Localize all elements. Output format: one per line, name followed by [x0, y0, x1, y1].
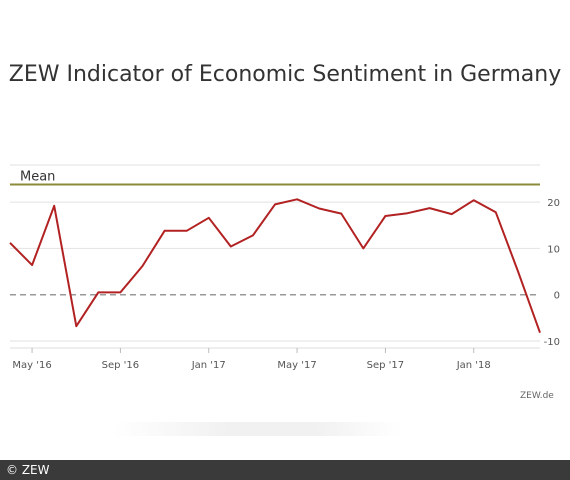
series-line: [9, 198, 541, 334]
x-tick-label: Sep '16: [102, 360, 140, 371]
faded-background-shape: [112, 422, 402, 436]
x-axis-ticks: May '16 Sep '16 Jan '17 May '17 Sep '17 Jan '…: [12, 348, 491, 371]
source-label: ZEW.de: [520, 391, 554, 401]
y-tick-label: 20: [547, 198, 560, 209]
x-tick-label: Jan '18: [456, 360, 491, 371]
grid-lines: [10, 164, 540, 349]
chart-title: ZEW Indicator of Economic Sentiment in G…: [8, 62, 562, 87]
y-axis-ticks: 20 10 0 -10: [544, 198, 560, 348]
x-tick-label: Jan '17: [191, 360, 226, 371]
reference-lines: Mean: [10, 169, 540, 296]
mean-label: Mean: [20, 169, 55, 184]
x-tick-label: May '17: [277, 360, 316, 371]
y-tick-label: 0: [554, 291, 560, 302]
x-tick-label: Sep '17: [367, 360, 405, 371]
y-tick-label: -10: [544, 337, 560, 348]
copyright-bar: © ZEW: [0, 460, 570, 480]
x-tick-label: May '16: [12, 360, 51, 371]
y-tick-label: 10: [547, 244, 560, 255]
series-group: [9, 198, 541, 334]
copyright-text: © ZEW: [6, 463, 50, 477]
